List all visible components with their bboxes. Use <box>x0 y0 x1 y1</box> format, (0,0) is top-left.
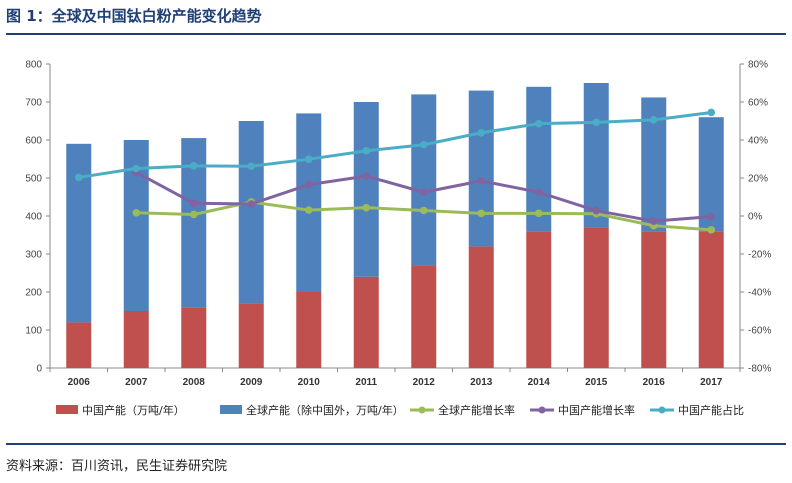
china-share-line <box>78 110 712 179</box>
global-growth-point <box>419 206 428 215</box>
legend-china-share-label: 中国产能占比 <box>678 403 744 417</box>
bar-china-capacity <box>411 265 437 368</box>
legend-china-share-marker <box>658 406 666 414</box>
left-tick-label: 700 <box>25 98 42 109</box>
title-rule <box>6 33 786 35</box>
china-growth-point <box>477 177 486 185</box>
china-share-point <box>247 162 256 171</box>
x-tick-label: 2007 <box>125 377 148 388</box>
global-growth-point <box>362 203 371 212</box>
bar-global-ex-china-capacity <box>468 90 494 247</box>
china-share-point <box>74 173 83 182</box>
bar-china-capacity <box>526 231 552 368</box>
china-growth-point <box>304 180 313 189</box>
legend-global-capacity-label: 全球产能（除中国外，万吨/年） <box>246 403 404 417</box>
chart: 0 100 200 300 400 500 600 700 800 -80% -60% -40% -20… <box>25 60 771 418</box>
source-note: 资料来源：百川资讯，民生证券研究院 <box>6 459 228 474</box>
china-growth-point <box>189 199 198 208</box>
china-share-point <box>189 162 198 170</box>
left-tick-label: 0 <box>36 364 42 375</box>
china-growth-point <box>707 212 716 221</box>
x-tick-label: 2011 <box>355 377 377 388</box>
bar-china-capacity <box>583 227 609 368</box>
right-tick-label: 0% <box>748 212 763 223</box>
left-tick-label: 200 <box>25 288 42 299</box>
global-growth-point <box>477 209 486 218</box>
china-share-point <box>534 119 543 128</box>
china-share-point <box>649 116 658 124</box>
left-tick-label: 800 <box>25 60 42 71</box>
bar-global-ex-china-capacity <box>411 94 437 266</box>
right-tick-label: -80% <box>748 364 771 375</box>
x-tick-label: 2012 <box>413 377 436 388</box>
legend-global-growth-label: 全球产能增长率 <box>438 403 515 417</box>
bar-global-ex-china-capacity <box>353 102 379 277</box>
left-tick-label: 400 <box>25 212 42 223</box>
bar-china-capacity <box>238 303 264 368</box>
x-tick-label: 2014 <box>528 377 551 388</box>
bar-china-capacity <box>296 292 322 368</box>
bar-global-ex-china-capacity <box>526 86 552 232</box>
china-growth-point <box>592 206 601 215</box>
global-growth-point <box>534 209 543 218</box>
china-share-point <box>707 108 716 117</box>
bar-china-capacity <box>123 311 149 368</box>
bar-china-capacity <box>698 231 724 368</box>
china-growth-point <box>649 217 658 225</box>
right-tick-label: 60% <box>748 98 768 109</box>
bar-global-ex-china-capacity <box>238 121 264 304</box>
footer-rule <box>6 443 786 445</box>
china-share-point <box>592 118 601 127</box>
bar-global-ex-china-capacity <box>583 83 609 228</box>
china-growth-point <box>247 200 256 208</box>
x-tick-label: 2016 <box>643 377 666 388</box>
right-tick-label: 20% <box>748 174 768 185</box>
legend-china-capacity-swatch <box>56 405 78 414</box>
x-tick-label: 2008 <box>183 377 206 388</box>
china-share-point <box>419 140 428 149</box>
x-tick-label: 2013 <box>470 377 493 388</box>
legend-china-growth-label: 中国产能增长率 <box>558 403 635 417</box>
legend-china-growth-marker <box>538 406 546 414</box>
right-tick-label: 40% <box>748 136 768 147</box>
bar-china-capacity <box>468 246 494 368</box>
bar-global-ex-china-capacity <box>66 143 92 323</box>
right-tick-label: -20% <box>748 250 771 261</box>
bar-china-capacity <box>353 276 379 368</box>
global-growth-point <box>132 208 141 217</box>
bar-global-ex-china-capacity <box>296 113 322 293</box>
left-tick-label: 300 <box>25 250 42 261</box>
x-tick-label: 2009 <box>240 377 263 388</box>
china-growth-point <box>362 172 371 180</box>
x-tick-label: 2017 <box>700 377 723 388</box>
right-tick-label: 80% <box>748 60 768 71</box>
china-growth-point <box>419 188 428 197</box>
figure-title: 图 1：全球及中国钛白粉产能变化趋势 <box>6 7 262 25</box>
bar-global-ex-china-capacity <box>698 117 724 232</box>
global-growth-point <box>707 226 716 234</box>
china-growth-point <box>534 188 543 197</box>
legend-china-capacity-label: 中国产能（万吨/年） <box>82 403 185 417</box>
x-tick-label: 2010 <box>298 377 321 388</box>
x-tick-label: 2006 <box>68 377 91 388</box>
x-tick-label: 2015 <box>585 377 608 388</box>
china-share-point <box>304 155 313 163</box>
legend-global-growth-marker <box>418 406 426 414</box>
bar-china-capacity <box>181 307 207 368</box>
global-growth-point <box>189 210 198 219</box>
china-share-point <box>477 128 486 137</box>
left-tick-label: 500 <box>25 174 42 185</box>
left-tick-label: 100 <box>25 326 42 337</box>
china-share-point <box>132 164 141 173</box>
right-tick-label: -60% <box>748 326 771 337</box>
left-tick-label: 600 <box>25 136 42 147</box>
right-tick-label: -40% <box>748 288 771 299</box>
legend-global-capacity-swatch <box>220 405 242 414</box>
bar-china-capacity <box>66 322 92 368</box>
bar-china-capacity <box>641 231 667 368</box>
global-growth-point <box>304 206 313 214</box>
china-share-point <box>362 147 371 155</box>
